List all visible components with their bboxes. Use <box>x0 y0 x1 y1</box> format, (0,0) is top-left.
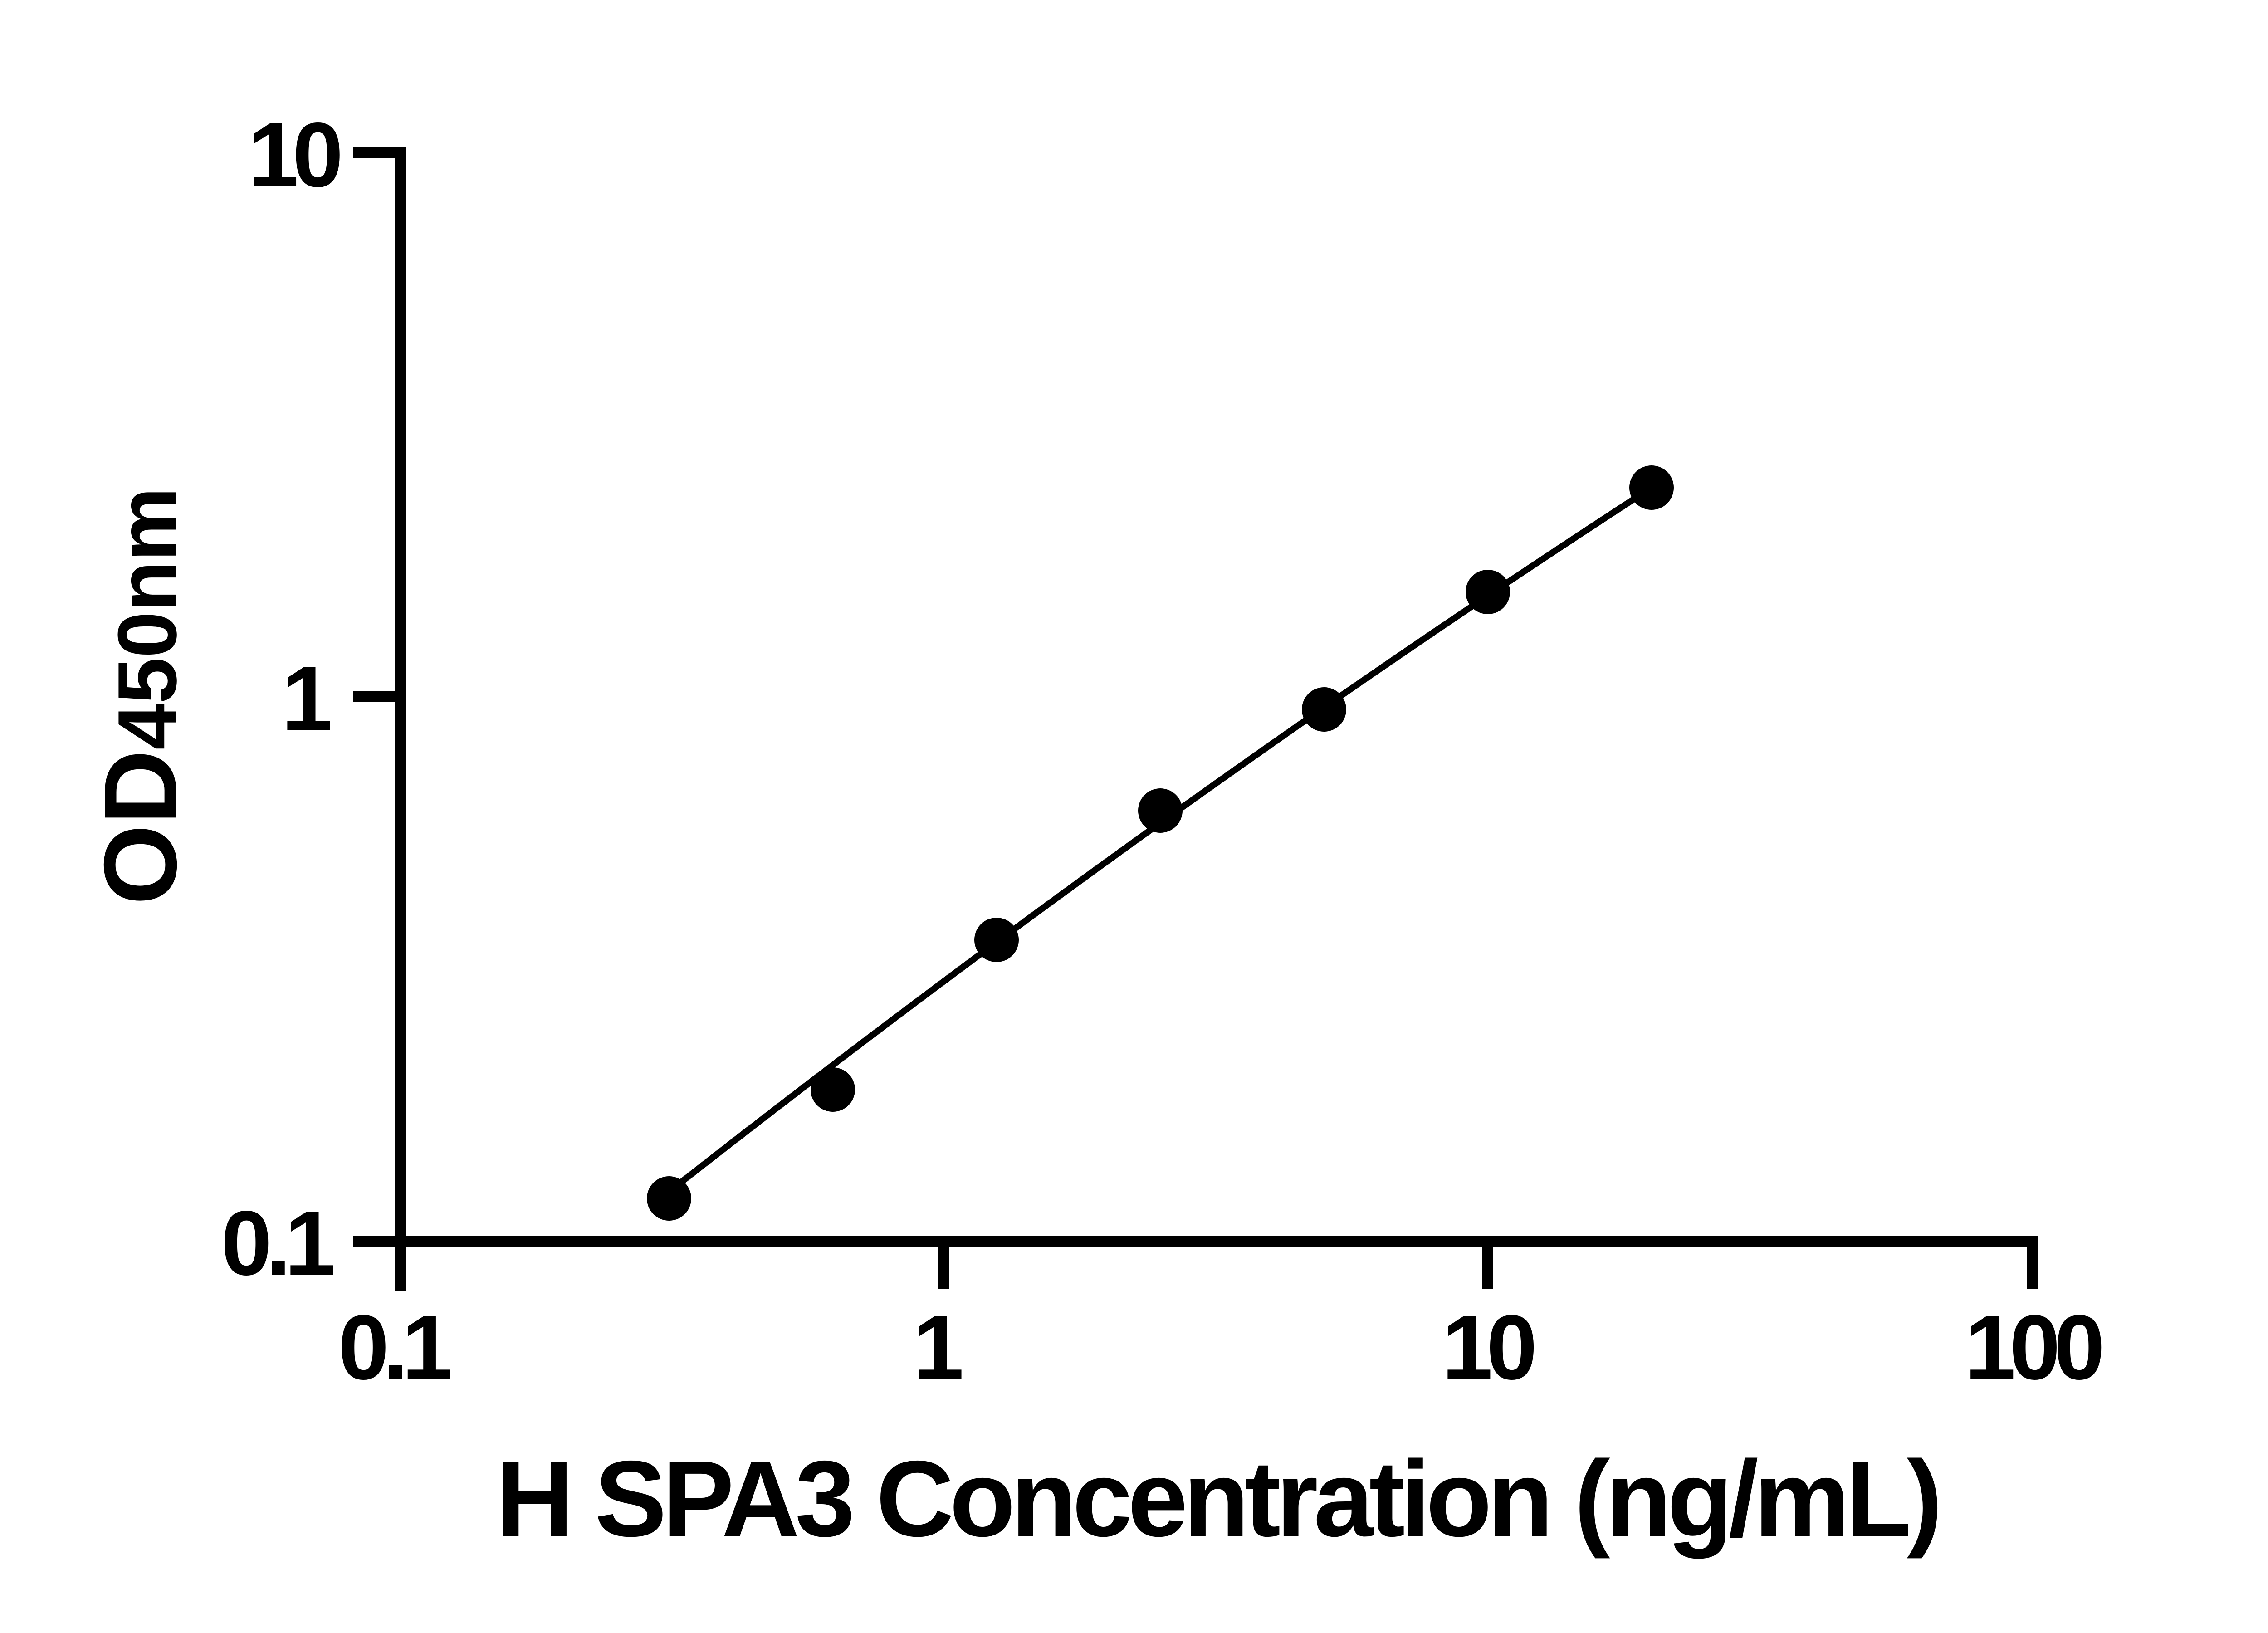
svg-text:100: 100 <box>1965 1296 2102 1398</box>
svg-text:10: 10 <box>1442 1296 1534 1398</box>
svg-text:0.1: 0.1 <box>221 1192 333 1294</box>
svg-text:OD450nm: OD450nm <box>83 488 198 905</box>
svg-text:1: 1 <box>913 1296 962 1398</box>
svg-text:0.1: 0.1 <box>338 1296 450 1398</box>
svg-text:H SPA3 Concentration (ng/mL): H SPA3 Concentration (ng/mL) <box>496 1439 1938 1559</box>
svg-text:10: 10 <box>248 103 340 206</box>
svg-text:1: 1 <box>282 647 330 750</box>
